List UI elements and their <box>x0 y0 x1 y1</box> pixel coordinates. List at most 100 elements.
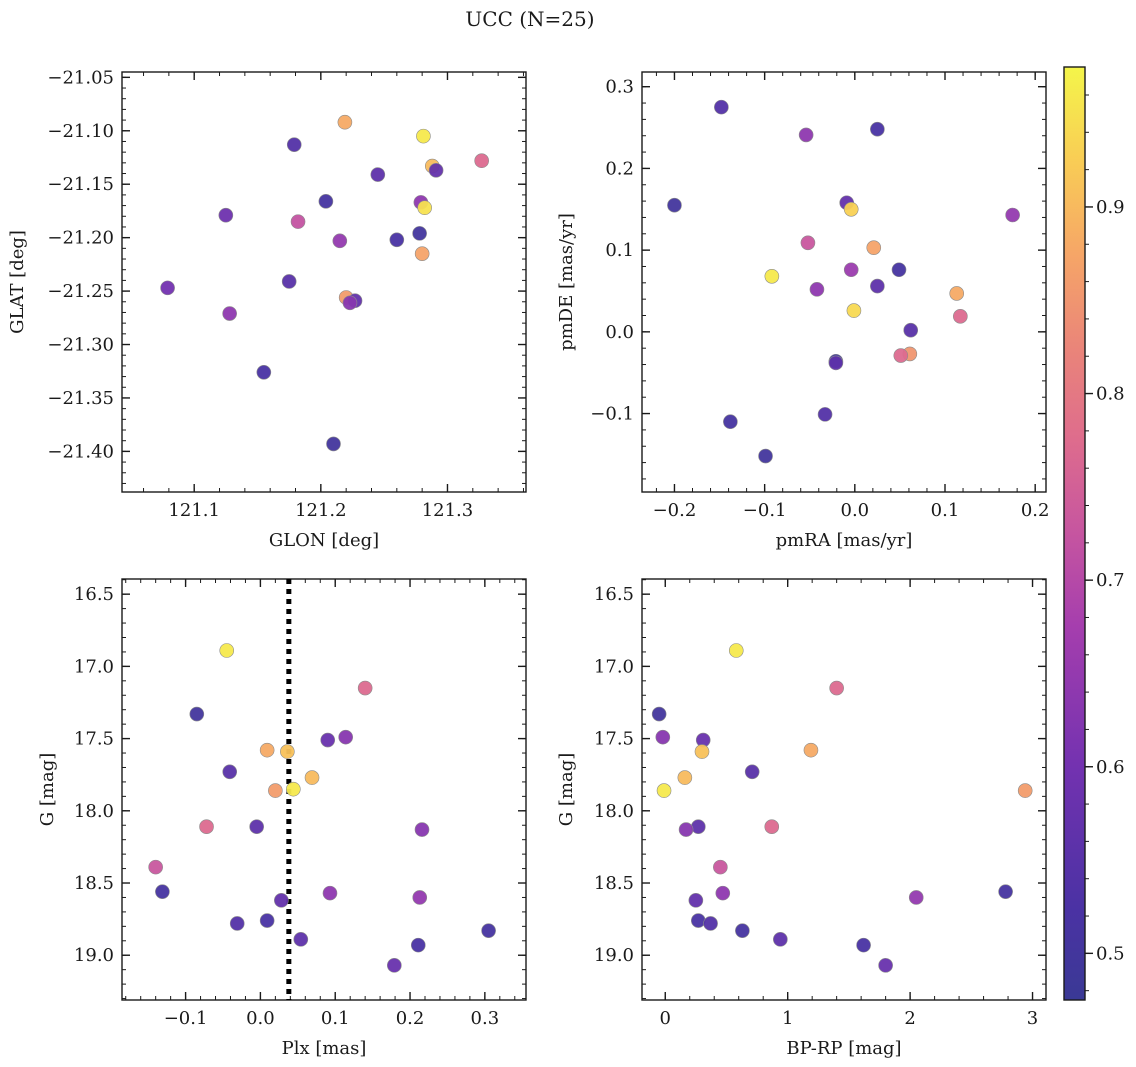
y-tick-label: 17.0 <box>594 656 634 677</box>
scatter-point <box>322 885 338 901</box>
scatter-point <box>281 274 297 289</box>
scatter-point <box>843 201 859 217</box>
scatter-point <box>259 913 275 928</box>
scatter-point <box>891 262 907 278</box>
x-tick-label: 3 <box>1027 1008 1038 1029</box>
scatter-point <box>274 893 289 908</box>
y-tick-label: 16.5 <box>594 584 634 605</box>
scatter-point <box>286 137 302 152</box>
scatter-point <box>318 194 334 209</box>
scatter-point <box>412 226 427 241</box>
scatter-point <box>803 742 819 758</box>
scatter-point <box>338 729 353 745</box>
colorbar-tick-label: 0.9 <box>1096 197 1125 218</box>
scatter-point <box>688 893 704 908</box>
x-tick-label: 2 <box>904 1008 915 1029</box>
scatter-point <box>713 859 728 875</box>
x-tick-label: −0.2 <box>653 500 697 521</box>
scatter-panel-1: 121.1 121.2 121.3 −21.05 −21.10 −21.15 −21.20 −… <box>7 67 527 551</box>
scatter-point <box>474 153 489 169</box>
scatter-point <box>870 278 885 294</box>
axes-frame <box>641 71 1047 493</box>
scatter-point <box>428 163 444 178</box>
y-tick-label: −21.30 <box>47 335 114 356</box>
scatter-point <box>949 286 965 301</box>
scatter-point <box>846 303 862 318</box>
scatter-point <box>656 783 672 798</box>
scatter-point <box>229 916 245 931</box>
scatter-point <box>843 262 859 278</box>
scatter-point <box>332 233 348 249</box>
y-tick-label: 18.0 <box>74 801 114 822</box>
y-axis-label: GLAT [deg] <box>7 230 28 334</box>
scatter-point <box>160 280 175 296</box>
scatter-point <box>651 706 667 722</box>
scatter-point <box>798 127 814 143</box>
scatter-panel-2: −0.2 −0.1 0.0 0.1 0.2 −0.1 0.0 0.1 0.2 0.3 pmRA [m… <box>556 71 1049 551</box>
scatter-point <box>268 783 283 798</box>
scatter-point <box>199 819 214 834</box>
scatter-point <box>878 958 893 973</box>
scatter-point <box>714 99 729 115</box>
x-axis-label: BP-RP [mag] <box>786 1038 901 1059</box>
scatter-point <box>694 744 710 759</box>
scatter-point <box>370 167 386 182</box>
y-tick-label: 18.5 <box>74 873 114 894</box>
y-tick-label: −21.05 <box>47 67 114 88</box>
scatter-point <box>414 822 430 837</box>
scatter-point <box>326 436 341 452</box>
colorbar-tick-label: 0.8 <box>1096 384 1125 405</box>
scatter-point <box>764 819 780 834</box>
x-tick-label: 0.2 <box>396 1008 425 1029</box>
scatter-point <box>290 214 306 229</box>
scatter-point <box>155 884 170 899</box>
y-tick-label: 0.0 <box>605 322 634 343</box>
figure-title: UCC (N=25) <box>465 7 594 31</box>
scatter-point <box>758 448 773 464</box>
scatter-point <box>667 197 682 213</box>
scatter-point <box>715 885 731 901</box>
y-tick-label: 17.5 <box>74 729 114 750</box>
scatter-point <box>691 819 706 834</box>
scatter-point <box>222 306 237 321</box>
scatter-point <box>655 729 671 745</box>
y-tick-label: 18.5 <box>594 873 634 894</box>
x-tick-label: 1 <box>782 1008 793 1029</box>
scatter-point <box>412 890 428 905</box>
y-tick-label: 17.0 <box>74 656 114 677</box>
scatter-point <box>414 246 430 261</box>
scatter-point <box>691 913 706 928</box>
scatter-point <box>256 365 272 380</box>
scatter-point <box>908 890 924 905</box>
scatter-point <box>189 706 205 722</box>
y-tick-label: 0.1 <box>605 240 634 261</box>
scatter-point <box>219 643 235 658</box>
y-tick-label: 19.0 <box>74 945 114 966</box>
x-tick-label: 121.2 <box>295 500 347 521</box>
scatter-panel-4: 0 1 2 3 16.5 17.0 17.5 18.0 18.5 19.0 BP-RP [mag] G… <box>556 578 1047 1059</box>
y-tick-label: −21.35 <box>47 388 114 409</box>
scatter-point <box>259 742 275 758</box>
x-tick-label: 0 <box>660 1008 671 1029</box>
scatter-point <box>416 128 431 144</box>
scatter-point <box>953 309 968 324</box>
y-tick-label: −21.25 <box>47 281 114 302</box>
y-tick-label: 19.0 <box>594 945 634 966</box>
scatter-point <box>828 355 844 371</box>
axes-frame <box>121 71 527 493</box>
x-tick-label: 0.3 <box>471 1008 500 1029</box>
scatter-point <box>870 121 885 137</box>
x-tick-label: 0.0 <box>246 1008 275 1029</box>
x-tick-label: 0.1 <box>321 1008 350 1029</box>
y-tick-label: −21.15 <box>47 174 114 195</box>
scatter-point <box>866 240 882 255</box>
y-tick-label: −0.1 <box>590 404 634 425</box>
y-tick-label: −21.20 <box>47 228 114 249</box>
scatter-point <box>410 937 426 953</box>
y-tick-label: 0.2 <box>605 158 634 179</box>
scatter-point <box>800 235 816 251</box>
scatter-point <box>320 732 336 748</box>
scatter-point <box>856 937 871 953</box>
x-tick-label: −0.1 <box>743 500 787 521</box>
scatter-point <box>893 348 909 363</box>
